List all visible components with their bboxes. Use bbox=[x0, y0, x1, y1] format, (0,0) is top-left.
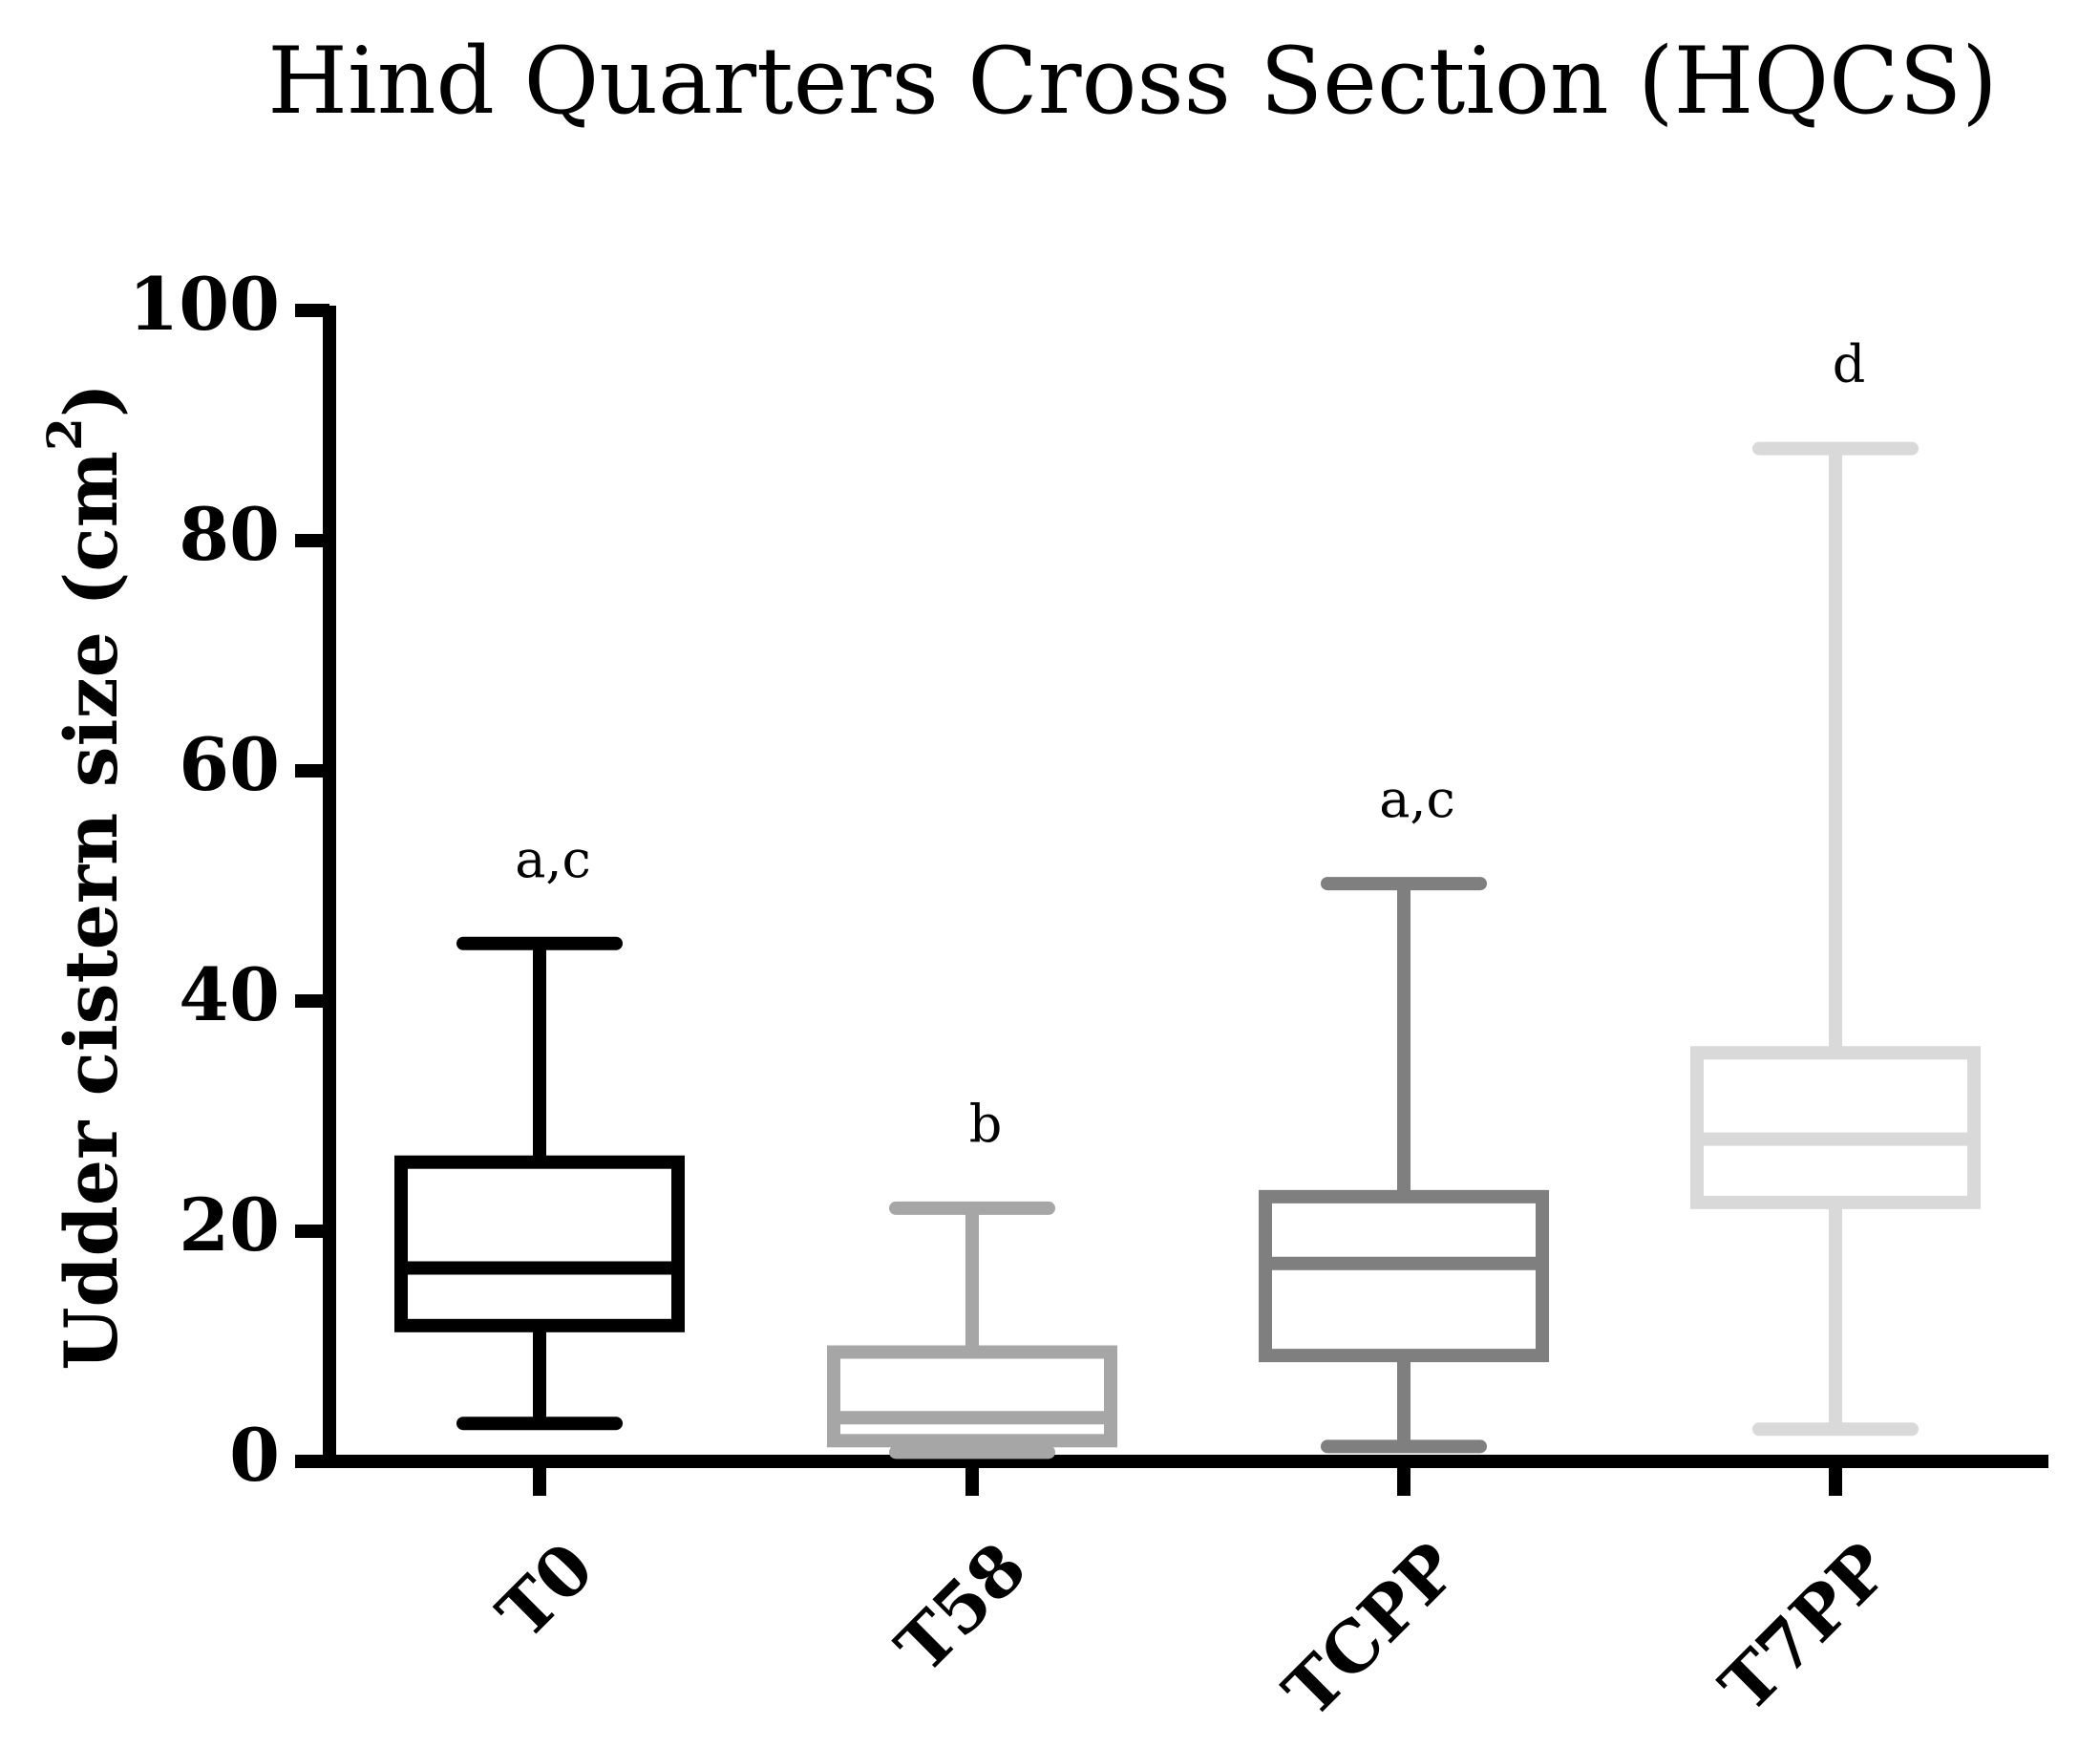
chart-title: Hind Quarters Cross Section (HQCS) bbox=[267, 28, 1997, 135]
x-tick-label-group: T0 bbox=[481, 1526, 608, 1653]
box-t58: b bbox=[827, 1094, 1117, 1459]
y-axis-label: Udder cistern size (cm2) bbox=[36, 383, 134, 1371]
x-tick-label: T58 bbox=[880, 1526, 1042, 1688]
significance-label: b bbox=[969, 1094, 1003, 1154]
significance-label: d bbox=[1833, 334, 1866, 394]
iqr-box bbox=[394, 1155, 685, 1332]
x-tick-label: T7PP bbox=[1705, 1526, 1905, 1727]
iqr-box bbox=[1259, 1189, 1549, 1363]
y-axis-label-superscript: 2 bbox=[36, 417, 93, 451]
y-tick-label: 80 bbox=[179, 492, 280, 577]
y-tick-label: 0 bbox=[229, 1413, 280, 1498]
significance-label: a,c bbox=[515, 829, 591, 889]
x-tick-label: TCPP bbox=[1267, 1526, 1473, 1732]
iqr-box bbox=[827, 1345, 1117, 1448]
x-tick-label: T0 bbox=[481, 1526, 608, 1653]
y-tick-label: 100 bbox=[128, 262, 280, 347]
axes: 0 20 40 60 80 100 T0 T58 TCPP T7PP bbox=[128, 262, 2048, 1732]
iqr-box bbox=[1690, 1046, 1981, 1209]
svg-text:Udder cistern size (cm2): Udder cistern size (cm2) bbox=[36, 383, 134, 1371]
y-tick-label: 20 bbox=[179, 1182, 280, 1268]
box-t0: a,c bbox=[394, 829, 685, 1431]
y-tick-label: 40 bbox=[179, 952, 280, 1037]
box-tcpp: a,c bbox=[1259, 769, 1549, 1454]
box-t7pp: d bbox=[1690, 334, 1981, 1437]
x-tick-label-group: T7PP bbox=[1705, 1526, 1905, 1727]
significance-label: a,c bbox=[1379, 769, 1455, 829]
x-tick-label-group: TCPP bbox=[1267, 1526, 1473, 1732]
y-axis-label-close: ) bbox=[49, 383, 134, 417]
y-tick-label: 60 bbox=[179, 722, 280, 807]
x-tick-label-group: T58 bbox=[880, 1526, 1042, 1688]
box-series: a,c b a,c d bbox=[394, 334, 1981, 1459]
y-axis-label-main: Udder cistern size (cm bbox=[49, 451, 134, 1371]
